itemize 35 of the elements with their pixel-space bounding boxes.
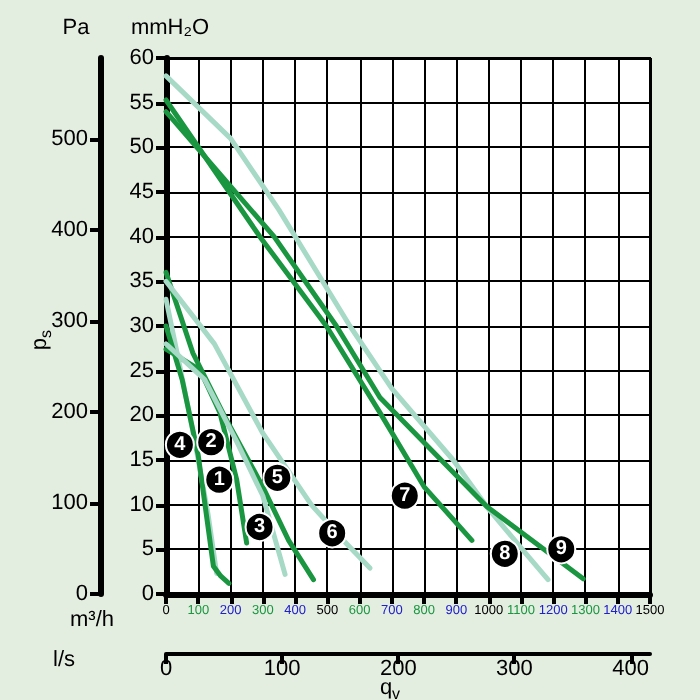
annotation: 9	[555, 538, 568, 561]
y2-tick-label: 500	[51, 126, 88, 151]
annotation: 5	[271, 466, 284, 489]
annotation: 7	[399, 484, 412, 507]
y-tick-label: 40	[129, 224, 154, 249]
x-axis-title: m³/h	[70, 608, 114, 632]
x2-tick-label: 100	[263, 657, 301, 681]
y-tick-label: 55	[129, 90, 154, 115]
y-tick-label: 35	[129, 269, 154, 294]
y-tick-label: 20	[129, 403, 154, 428]
annotation: 8	[499, 542, 512, 565]
y-tick-label: 60	[129, 46, 154, 70]
y-tick-label: 5	[141, 537, 154, 562]
x2-tick-label: 200	[379, 657, 417, 681]
y2-tick-label: 400	[51, 217, 88, 242]
annotation: 6	[326, 522, 339, 545]
annotation: 1	[213, 468, 226, 491]
text: ps	[28, 329, 55, 351]
annotation: 3	[254, 516, 267, 538]
x2-tick-label: 300	[496, 657, 533, 681]
y-tick-label: 30	[129, 314, 154, 338]
y2-tick-label: 200	[51, 399, 88, 424]
y2-tick-label: 100	[51, 490, 88, 515]
x2-tick-label: 400	[612, 657, 649, 681]
y2-tick-label: 300	[51, 308, 88, 333]
y-tick-label: 15	[129, 448, 154, 472]
annotation: 2	[205, 431, 218, 454]
annotation: 4	[174, 433, 187, 456]
x2-axis-title: l/s	[53, 648, 76, 672]
y-axis-title: mmH₂O	[130, 16, 210, 40]
y-tick-label: 45	[129, 180, 154, 204]
y-tick-label: 25	[129, 358, 154, 383]
y-tick-label: 50	[129, 135, 154, 160]
y2-axis-title: Pa	[62, 16, 92, 40]
y-tick-label: 10	[129, 492, 154, 517]
